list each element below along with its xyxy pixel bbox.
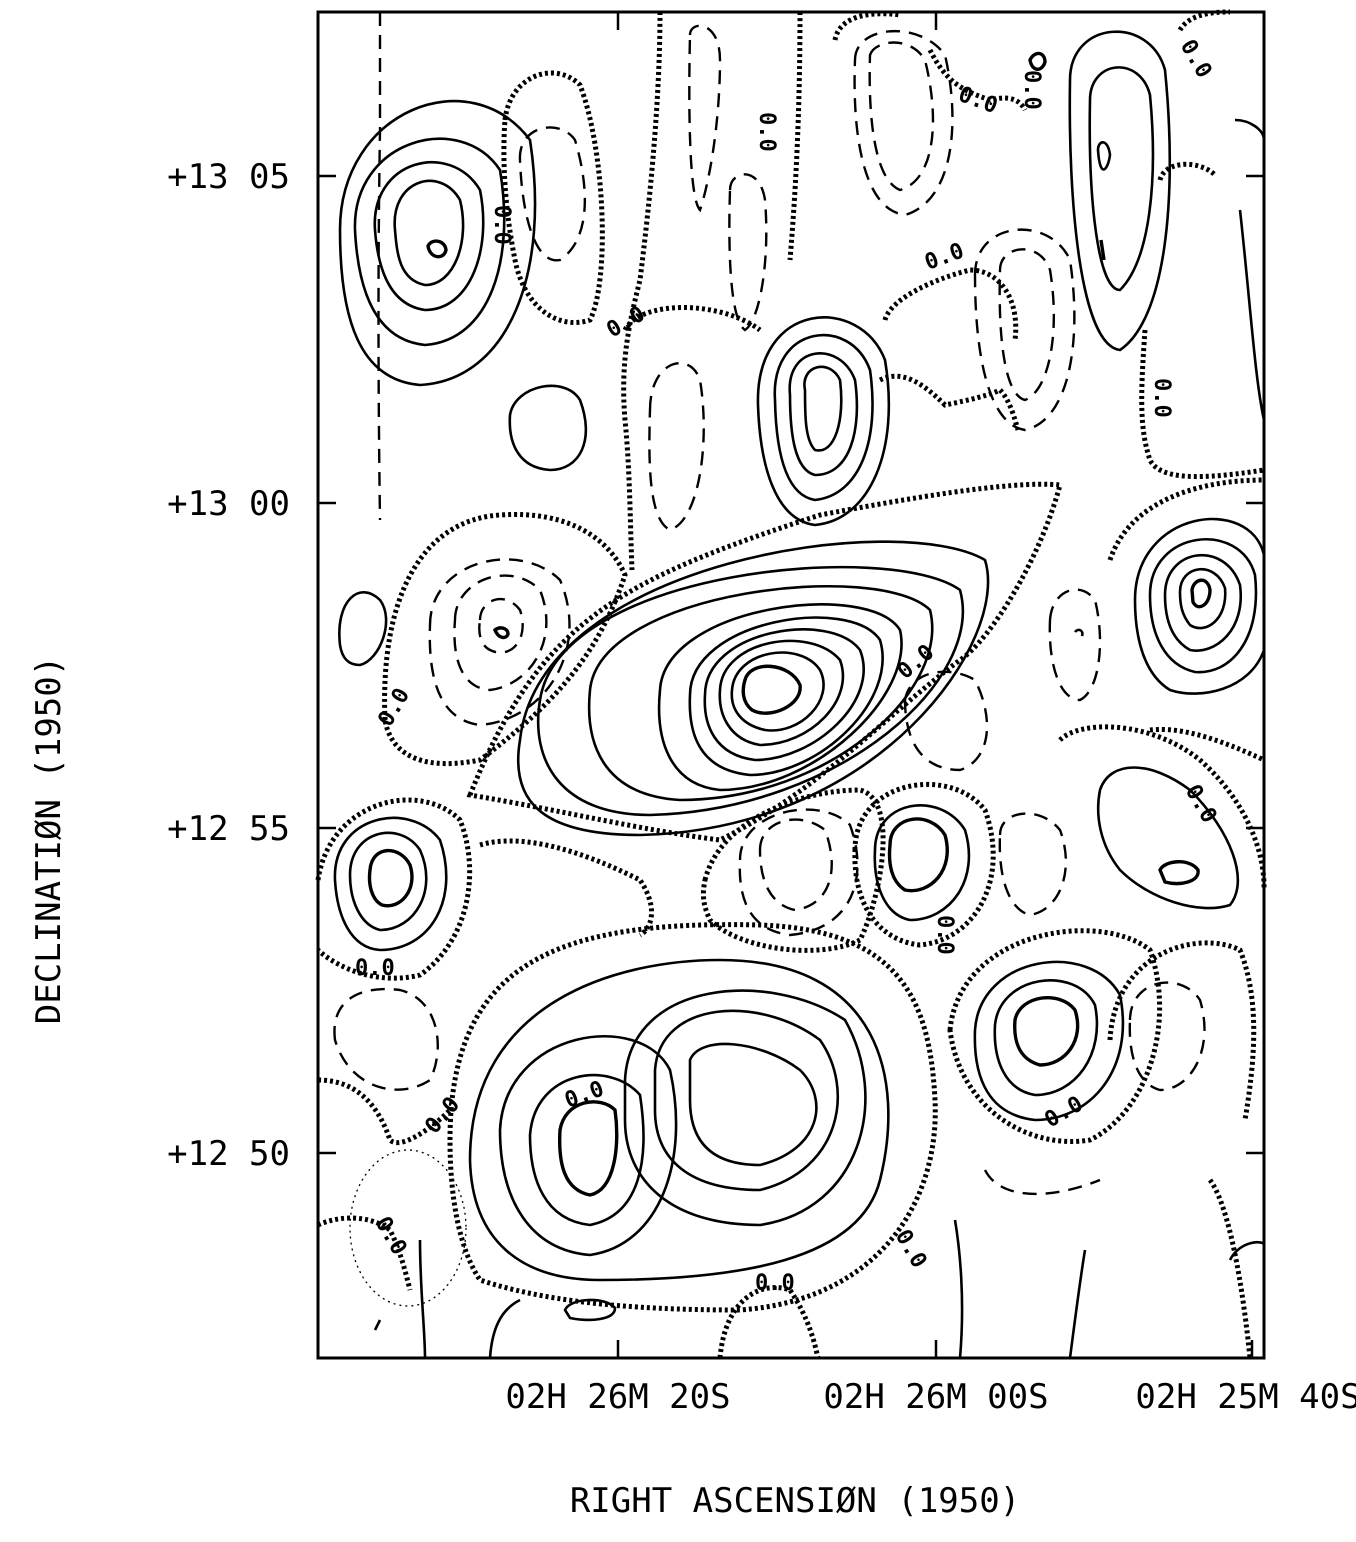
svg-text:0.0: 0.0 [893,640,940,685]
y-axis-label: DECLINATIØN (1950) [29,656,69,1024]
svg-text:0.0: 0.0 [754,112,779,152]
svg-text:0.0: 0.0 [489,205,514,245]
beam-ellipse [349,1149,467,1307]
plot-frame [316,10,1266,1360]
svg-text:0.0: 0.0 [370,1213,412,1260]
svg-text:0.0: 0.0 [1175,36,1217,83]
svg-text:0.0: 0.0 [603,302,650,344]
svg-text:0.0: 0.0 [355,956,395,981]
svg-text:0.0: 0.0 [1041,1092,1088,1134]
y-tick-label: +13 00 [167,484,290,524]
svg-text:0.0: 0.0 [562,1077,608,1114]
zero-contour-labels: 0.0 0.0 0.0 0.0 0.0 0.0 0.0 0.0 0.0 0.0 … [355,36,1221,1297]
svg-text:0.0: 0.0 [755,1271,795,1296]
contour-lines [315,9,1267,1359]
y-ticks [318,174,1264,1155]
svg-text:0.0: 0.0 [955,82,1001,119]
y-tick-label: +13 05 [167,157,290,197]
y-tick-label: +12 55 [167,809,290,849]
svg-text:0.0: 0.0 [890,1226,932,1273]
x-axis-label: RIGHT ASCENSIØN (1950) [570,1481,1020,1521]
svg-text:0.0: 0.0 [932,915,957,955]
x-tick-label: 02H 26M 00S [823,1377,1048,1417]
svg-text:0.0: 0.0 [1019,70,1044,110]
svg-text:0.0: 0.0 [1149,378,1174,418]
y-tick-label: +12 50 [167,1134,290,1174]
x-tick-label: 02H 25M 40S [1135,1377,1356,1417]
x-tick-label: 02H 26M 20S [505,1377,730,1417]
svg-text:0.0: 0.0 [374,684,416,731]
